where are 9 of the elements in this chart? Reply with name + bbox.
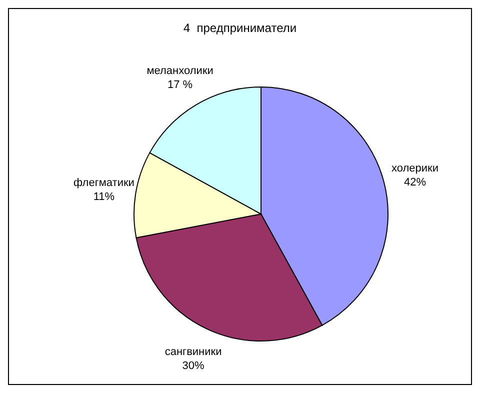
data-label: 17 %	[168, 79, 193, 92]
slice-label: холерики	[391, 162, 439, 174]
slice-label: сангвиники	[164, 346, 222, 358]
data-label: 11%	[93, 191, 115, 204]
chart-title: 4 предприниматели	[182, 21, 298, 35]
data-label: 30%	[182, 360, 205, 372]
slice-label: флегматики	[73, 177, 134, 190]
data-label: 42%	[404, 176, 426, 188]
slice-label: меланхолики	[146, 65, 214, 78]
